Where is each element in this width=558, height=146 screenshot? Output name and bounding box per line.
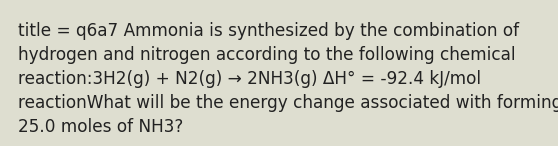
Text: reactionWhat will be the energy change associated with forming: reactionWhat will be the energy change a… xyxy=(18,94,558,112)
Text: reaction:3H2(g) + N2(g) → 2NH3(g) ΔH° = -92.4 kJ/mol: reaction:3H2(g) + N2(g) → 2NH3(g) ΔH° = … xyxy=(18,70,481,88)
Text: title = q6a7 Ammonia is synthesized by the combination of: title = q6a7 Ammonia is synthesized by t… xyxy=(18,22,519,40)
Text: 25.0 moles of NH3?: 25.0 moles of NH3? xyxy=(18,118,183,136)
Text: hydrogen and nitrogen according to the following chemical: hydrogen and nitrogen according to the f… xyxy=(18,46,516,64)
